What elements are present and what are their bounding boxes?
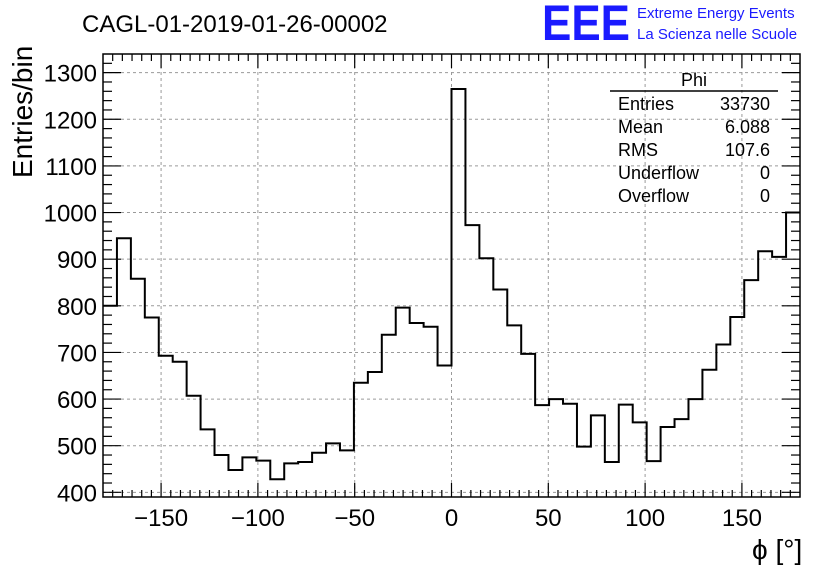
y-tick-label: 800 <box>57 294 97 321</box>
x-tick-label: −50 <box>334 505 375 532</box>
y-tick-label: 1000 <box>44 201 97 228</box>
x-tick-label: 0 <box>445 505 458 532</box>
stats-row-label: Entries <box>618 94 674 114</box>
stats-row-label: Underflow <box>618 163 700 183</box>
x-tick-labels: −150 −100 −50 0 50 100 150 <box>134 505 762 532</box>
y-tick-label: 400 <box>57 480 97 507</box>
x-tick-label: 100 <box>625 505 665 532</box>
stats-rows: Entries 33730 Mean 6.088 RMS 107.6 Underflow 0 O… <box>618 94 770 206</box>
y-tick-label: 1100 <box>45 154 97 181</box>
histogram-line <box>103 87 800 481</box>
y-tick-label: 1300 <box>44 61 97 88</box>
stats-row-value: 0 <box>760 186 770 206</box>
x-tick-label: 150 <box>722 505 762 532</box>
eee-logo-line2: La Scienza nelle Scuole <box>637 26 797 43</box>
chart-title: CAGL-01-2019-01-26-00002 <box>82 11 388 38</box>
stats-row-value: 107.6 <box>725 140 770 160</box>
eee-logo-letters: EEE <box>542 0 630 51</box>
x-axis-title: ϕ [°] <box>752 534 802 565</box>
stats-row-label: Mean <box>618 117 663 137</box>
y-tick-label: 1200 <box>44 107 97 134</box>
eee-logo-line1: Extreme Energy Events <box>637 5 795 22</box>
axis-ticks <box>103 54 800 497</box>
y-tick-label: 600 <box>57 387 97 414</box>
stats-row-value: 6.088 <box>725 117 770 137</box>
y-tick-label: 900 <box>57 247 97 274</box>
y-axis-title: Entries/bin <box>7 46 38 178</box>
stats-row-label: Overflow <box>618 186 690 206</box>
stats-box: Phi Entries 33730 Mean 6.088 RMS 107.6 Underfl… <box>610 70 778 206</box>
stats-row-value: 0 <box>760 163 770 183</box>
stats-title: Phi <box>681 70 707 90</box>
eee-logo: EEE Extreme Energy Events La Scienza nel… <box>542 0 797 51</box>
y-tick-labels: 400 500 600 700 800 900 1000 1100 1200 1300 <box>44 61 97 508</box>
stats-row-value: 33730 <box>720 94 770 114</box>
y-tick-label: 500 <box>57 434 97 461</box>
histogram-series <box>103 87 800 481</box>
stats-row-label: RMS <box>618 140 658 160</box>
x-tick-label: −100 <box>231 505 285 532</box>
y-tick-label: 700 <box>57 340 97 367</box>
x-tick-label: −150 <box>134 505 188 532</box>
x-tick-label: 50 <box>535 505 562 532</box>
